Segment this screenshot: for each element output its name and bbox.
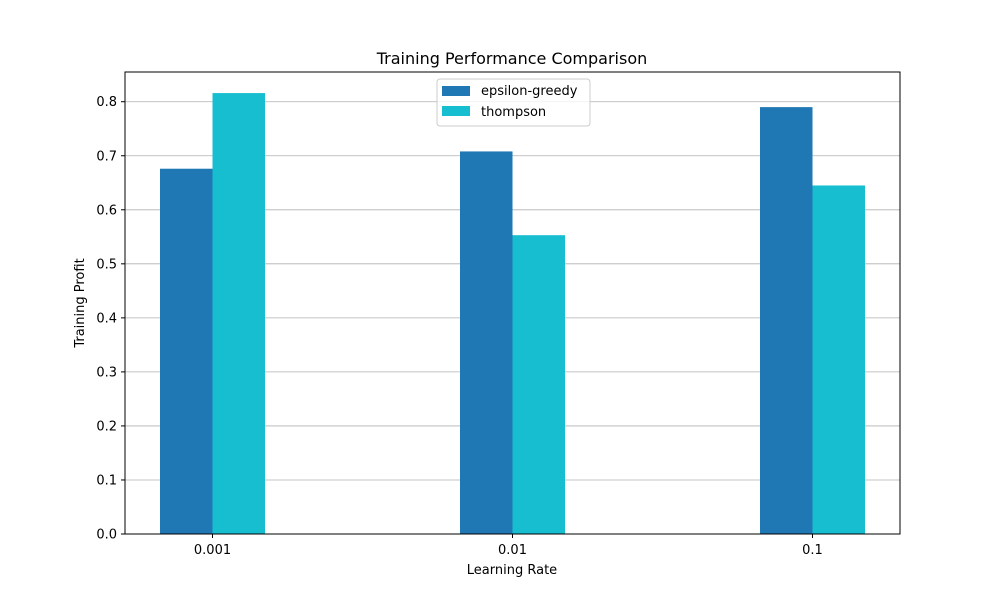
x-axis-label: Learning Rate [467, 563, 557, 578]
y-tick-label: 0.7 [96, 149, 117, 164]
legend-swatch-thompson [442, 106, 470, 116]
y-tick-label: 0.5 [96, 257, 117, 272]
bar-thompson-0.1 [812, 185, 865, 534]
y-tick-label: 0.3 [96, 365, 117, 380]
y-axis-label: Training Profit [73, 258, 88, 348]
legend-label-thompson: thompson [481, 105, 546, 120]
bar-thompson-0.01 [512, 235, 565, 534]
x-tick-label: 0.1 [802, 543, 823, 558]
y-tick-label: 0.2 [96, 419, 117, 434]
legend-box [436, 78, 591, 127]
x-axis-ticks: 0.001 0.01 0.1 [194, 534, 823, 558]
y-tick-label: 0.6 [96, 203, 117, 218]
chart-title: Training Performance Comparison [376, 49, 648, 68]
y-tick-label: 0.8 [96, 95, 117, 110]
x-tick-label: 0.001 [194, 543, 231, 558]
bars [160, 93, 865, 535]
legend-label-epsilon-greedy: epsilon-greedy [481, 84, 578, 99]
bar-epsilon-greedy-0.1 [760, 107, 813, 535]
y-tick-label: 0.0 [96, 528, 117, 543]
legend: epsilon-greedy thompson [436, 78, 591, 127]
bar-thompson-0.001 [212, 93, 265, 535]
bar-epsilon-greedy-0.001 [160, 168, 213, 534]
legend-swatch-epsilon-greedy [442, 86, 470, 96]
bar-epsilon-greedy-0.01 [460, 151, 513, 534]
y-axis-ticks: 0.0 0.1 0.2 0.3 0.4 0.5 0.6 0.7 0.8 [96, 95, 125, 543]
y-tick-label: 0.4 [96, 311, 117, 326]
x-tick-label: 0.01 [498, 543, 527, 558]
y-tick-label: 0.1 [96, 473, 117, 488]
